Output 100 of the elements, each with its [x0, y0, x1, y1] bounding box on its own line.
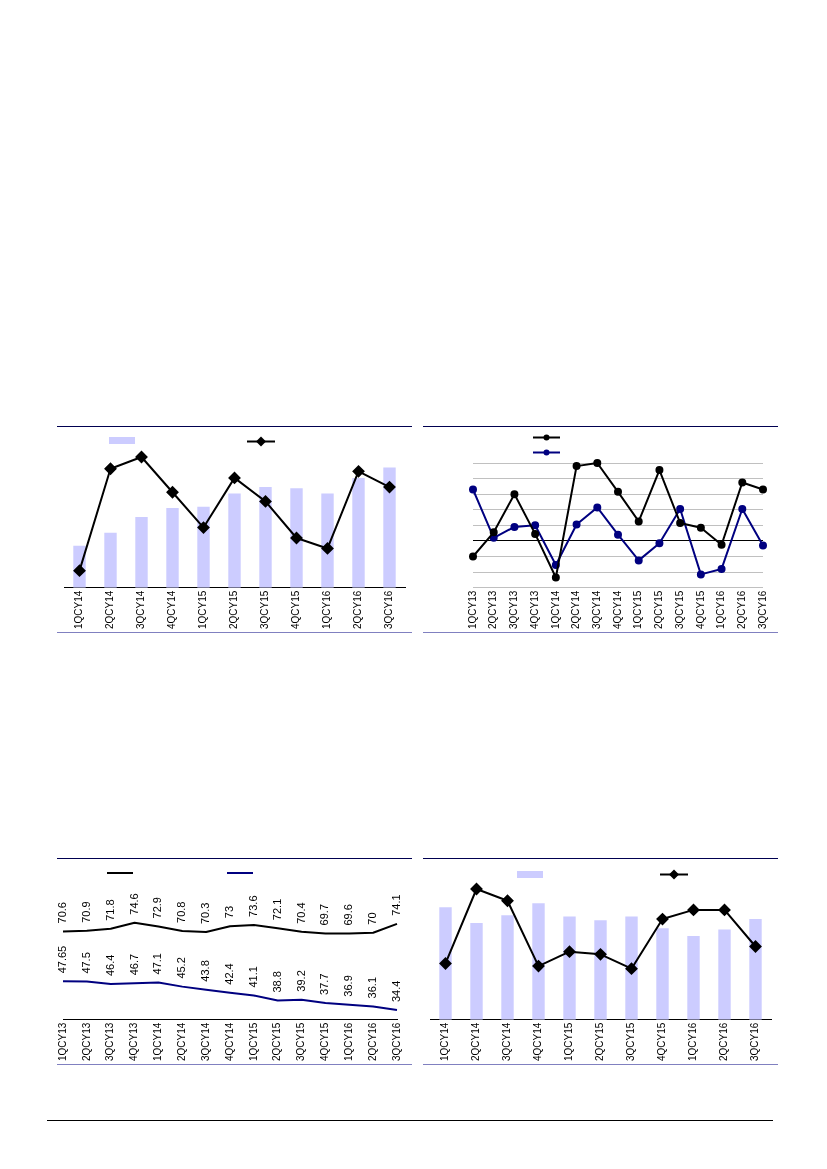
- point: [594, 948, 607, 961]
- x-tick-label: 1QCY13: [56, 1022, 68, 1061]
- x-tick-label: 1QCY16: [715, 590, 727, 629]
- bar: [687, 936, 700, 1020]
- point: [759, 541, 767, 550]
- x-tick-label: 2QCY16: [366, 1022, 378, 1061]
- x-tick-label: 2QCY13: [80, 1022, 92, 1061]
- x-tick-label: 2QCY15: [594, 1022, 606, 1061]
- bar: [166, 507, 179, 588]
- point: [290, 532, 303, 544]
- bar: [501, 915, 514, 1020]
- bar: [656, 928, 669, 1020]
- point: [501, 894, 514, 907]
- point: [166, 486, 179, 499]
- point: [718, 903, 731, 916]
- point: [469, 485, 477, 494]
- x-tick-label: 3QCY16: [756, 590, 768, 629]
- x-tick-label: 3QCY14: [135, 590, 147, 629]
- data-label: 72.1: [270, 898, 283, 921]
- data-label: 70: [366, 912, 379, 925]
- x-tick-label: 1QCY16: [321, 590, 333, 629]
- point: [73, 564, 86, 577]
- x-tick-label: 1QCY16: [343, 1022, 355, 1061]
- point: [738, 504, 747, 513]
- x-tick-label: 3QCY15: [625, 1022, 637, 1061]
- data-label: 41.1: [246, 966, 259, 988]
- data-label: 70.4: [294, 902, 307, 924]
- bar: [749, 919, 762, 1020]
- x-tick-label: 1QCY15: [247, 1022, 259, 1061]
- data-label: 70.6: [56, 902, 69, 924]
- point: [593, 459, 602, 467]
- data-label: 46.7: [127, 953, 140, 976]
- data-label: 71.8: [103, 899, 116, 921]
- x-tick-label: 4QCY14: [532, 1022, 544, 1061]
- point: [687, 903, 700, 916]
- data-label: 47.1: [151, 953, 164, 975]
- data-label: 43.8: [199, 960, 212, 982]
- data-label: 39.2: [294, 970, 307, 992]
- x-tick-label: 1QCY13: [466, 590, 478, 629]
- point: [696, 570, 705, 579]
- point: [572, 520, 581, 529]
- point: [551, 573, 560, 582]
- x-tick-label: 1QCY15: [197, 590, 209, 629]
- point: [563, 945, 576, 958]
- bar: [352, 477, 365, 588]
- point: [469, 552, 477, 561]
- bar: [383, 467, 396, 588]
- bar: [718, 929, 731, 1020]
- point: [676, 518, 685, 527]
- point: [655, 466, 664, 475]
- bar: [532, 903, 545, 1020]
- bar: [439, 907, 452, 1020]
- data-label: 36.9: [342, 975, 355, 997]
- data-label: 70.8: [175, 901, 188, 923]
- x-tick-label: 2QCY14: [570, 590, 582, 629]
- x-tick-label: 4QCY15: [656, 1022, 668, 1061]
- bar: [135, 517, 148, 588]
- x-tick-label: 3QCY16: [390, 1022, 402, 1061]
- point: [634, 517, 643, 526]
- data-label: 42.4: [223, 963, 236, 985]
- point: [656, 913, 669, 926]
- data-label: 74.6: [127, 893, 140, 915]
- point: [228, 471, 241, 484]
- x-tick-label: 1QCY14: [152, 1022, 164, 1061]
- point: [104, 462, 117, 475]
- data-label: 69.6: [342, 904, 355, 926]
- point: [614, 530, 622, 539]
- point: [634, 556, 643, 565]
- x-tick-label: 1QCY15: [632, 590, 644, 629]
- x-tick-label: 2QCY14: [176, 1022, 188, 1061]
- point: [738, 478, 747, 487]
- x-tick-label: 2QCY15: [271, 1022, 283, 1061]
- bar: [104, 532, 117, 588]
- data-label: 73: [223, 905, 236, 919]
- x-tick-label: 1QCY14: [439, 1022, 451, 1061]
- data-label: 36.1: [366, 976, 379, 999]
- x-tick-label: 2QCY16: [718, 1022, 730, 1061]
- x-tick-label: 3QCY13: [508, 590, 520, 629]
- x-tick-label: 2QCY13: [487, 590, 499, 629]
- point: [717, 564, 726, 573]
- point: [197, 521, 210, 534]
- point: [572, 462, 581, 471]
- point: [510, 522, 519, 531]
- data-label: 73.6: [246, 895, 259, 917]
- bar: [290, 488, 303, 588]
- point: [696, 523, 705, 532]
- point: [135, 451, 148, 463]
- data-label: 69.7: [318, 903, 331, 926]
- x-tick-label: 1QCY16: [687, 1022, 699, 1061]
- x-tick-label: 3QCY15: [673, 590, 685, 629]
- x-tick-label: 3QCY15: [295, 1022, 307, 1061]
- x-tick-label: 2QCY16: [736, 590, 748, 629]
- data-label: 38.8: [270, 971, 283, 993]
- x-tick-label: 1QCY14: [549, 590, 561, 629]
- point: [531, 529, 540, 538]
- point: [259, 495, 272, 508]
- point: [655, 539, 664, 548]
- bar: [594, 920, 607, 1020]
- point: [510, 490, 519, 499]
- x-tick-label: 4QCY15: [694, 590, 706, 629]
